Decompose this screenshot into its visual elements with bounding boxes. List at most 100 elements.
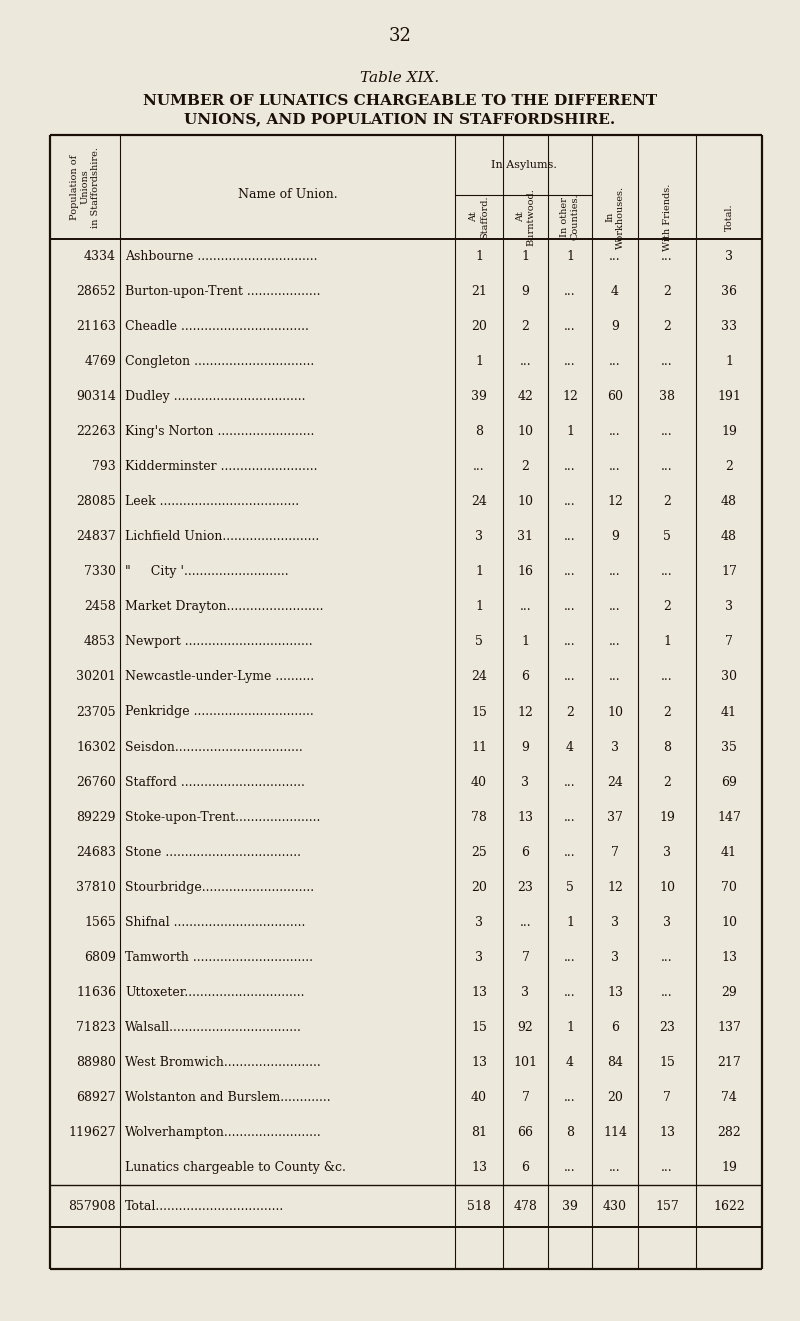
Text: 2: 2 xyxy=(663,495,671,509)
Text: ...: ... xyxy=(564,460,576,473)
Text: "     City '...........................: " City '........................... xyxy=(125,565,289,579)
Text: ...: ... xyxy=(609,565,621,579)
Text: 60: 60 xyxy=(607,390,623,403)
Text: ...: ... xyxy=(564,951,576,964)
Text: 217: 217 xyxy=(717,1055,741,1069)
Text: Seisdon.................................: Seisdon................................. xyxy=(125,741,302,753)
Text: 6809: 6809 xyxy=(84,951,116,964)
Text: 4: 4 xyxy=(566,1055,574,1069)
Text: 12: 12 xyxy=(562,390,578,403)
Text: 90314: 90314 xyxy=(76,390,116,403)
Text: 13: 13 xyxy=(471,985,487,999)
Text: ...: ... xyxy=(609,671,621,683)
Text: ...: ... xyxy=(520,355,531,369)
Text: 4: 4 xyxy=(566,741,574,753)
Text: 10: 10 xyxy=(518,495,534,509)
Text: 2: 2 xyxy=(663,705,671,719)
Text: 24: 24 xyxy=(607,775,623,789)
Text: 70: 70 xyxy=(721,881,737,894)
Text: Lichfield Union.........................: Lichfield Union......................... xyxy=(125,530,319,543)
Text: 11636: 11636 xyxy=(76,985,116,999)
Text: ...: ... xyxy=(564,530,576,543)
Text: 66: 66 xyxy=(518,1125,534,1139)
Text: ...: ... xyxy=(661,565,673,579)
Text: 37810: 37810 xyxy=(76,881,116,894)
Text: 42: 42 xyxy=(518,390,534,403)
Text: ...: ... xyxy=(564,671,576,683)
Text: ...: ... xyxy=(661,460,673,473)
Text: ...: ... xyxy=(564,635,576,649)
Text: ...: ... xyxy=(564,285,576,299)
Text: 12: 12 xyxy=(518,705,534,719)
Text: Tamworth ...............................: Tamworth ............................... xyxy=(125,951,313,964)
Text: 101: 101 xyxy=(514,1055,538,1069)
Text: 3: 3 xyxy=(663,845,671,859)
Text: 37: 37 xyxy=(607,811,623,823)
Text: Dudley ..................................: Dudley .................................… xyxy=(125,390,306,403)
Text: 3: 3 xyxy=(475,915,483,929)
Text: 23705: 23705 xyxy=(76,705,116,719)
Text: Population of
Unions
in Staffordshire.: Population of Unions in Staffordshire. xyxy=(70,147,100,227)
Text: 8: 8 xyxy=(475,425,483,439)
Text: 17: 17 xyxy=(721,565,737,579)
Text: 7: 7 xyxy=(522,951,530,964)
Text: 1: 1 xyxy=(475,250,483,263)
Text: 147: 147 xyxy=(717,811,741,823)
Text: Stoke-upon-Trent......................: Stoke-upon-Trent...................... xyxy=(125,811,320,823)
Text: 40: 40 xyxy=(471,775,487,789)
Text: 9: 9 xyxy=(611,530,619,543)
Text: 19: 19 xyxy=(721,425,737,439)
Text: In Asylums.: In Asylums. xyxy=(490,160,557,170)
Text: 1: 1 xyxy=(566,425,574,439)
Text: 28652: 28652 xyxy=(76,285,116,299)
Text: 430: 430 xyxy=(603,1199,627,1213)
Text: 30: 30 xyxy=(721,671,737,683)
Text: 2: 2 xyxy=(663,320,671,333)
Text: ...: ... xyxy=(564,811,576,823)
Text: 39: 39 xyxy=(562,1199,578,1213)
Text: 3: 3 xyxy=(475,951,483,964)
Text: ...: ... xyxy=(661,951,673,964)
Text: 1: 1 xyxy=(475,355,483,369)
Text: 78: 78 xyxy=(471,811,487,823)
Text: 23: 23 xyxy=(659,1021,675,1034)
Text: 6: 6 xyxy=(522,1161,530,1174)
Text: 35: 35 xyxy=(721,741,737,753)
Text: ...: ... xyxy=(564,845,576,859)
Text: ...: ... xyxy=(564,985,576,999)
Text: 13: 13 xyxy=(607,985,623,999)
Text: 48: 48 xyxy=(721,495,737,509)
Text: ...: ... xyxy=(661,671,673,683)
Text: 36: 36 xyxy=(721,285,737,299)
Text: 119627: 119627 xyxy=(68,1125,116,1139)
Text: 282: 282 xyxy=(717,1125,741,1139)
Text: 1: 1 xyxy=(663,635,671,649)
Text: 24: 24 xyxy=(471,671,487,683)
Text: 13: 13 xyxy=(471,1161,487,1174)
Text: 7: 7 xyxy=(611,845,619,859)
Text: With Friends.: With Friends. xyxy=(662,184,671,251)
Text: Wolverhampton.........................: Wolverhampton......................... xyxy=(125,1125,322,1139)
Text: 3: 3 xyxy=(475,530,483,543)
Text: 1: 1 xyxy=(725,355,733,369)
Text: ...: ... xyxy=(661,1161,673,1174)
Text: 15: 15 xyxy=(471,705,487,719)
Text: 10: 10 xyxy=(659,881,675,894)
Text: 478: 478 xyxy=(514,1199,538,1213)
Text: In other
Counties.: In other Counties. xyxy=(560,194,580,240)
Text: At
Burntwood.: At Burntwood. xyxy=(516,188,535,246)
Text: 6: 6 xyxy=(522,845,530,859)
Text: Total.................................: Total................................. xyxy=(125,1199,284,1213)
Text: 3: 3 xyxy=(611,915,619,929)
Text: ...: ... xyxy=(520,915,531,929)
Text: 9: 9 xyxy=(522,285,530,299)
Text: 21163: 21163 xyxy=(76,320,116,333)
Text: Kidderminster .........................: Kidderminster ......................... xyxy=(125,460,318,473)
Text: 2: 2 xyxy=(522,320,530,333)
Text: 1: 1 xyxy=(566,1021,574,1034)
Text: Name of Union.: Name of Union. xyxy=(238,189,338,202)
Text: ...: ... xyxy=(520,600,531,613)
Text: 1: 1 xyxy=(522,635,530,649)
Text: Penkridge ...............................: Penkridge ..............................… xyxy=(125,705,314,719)
Text: 74: 74 xyxy=(721,1091,737,1104)
